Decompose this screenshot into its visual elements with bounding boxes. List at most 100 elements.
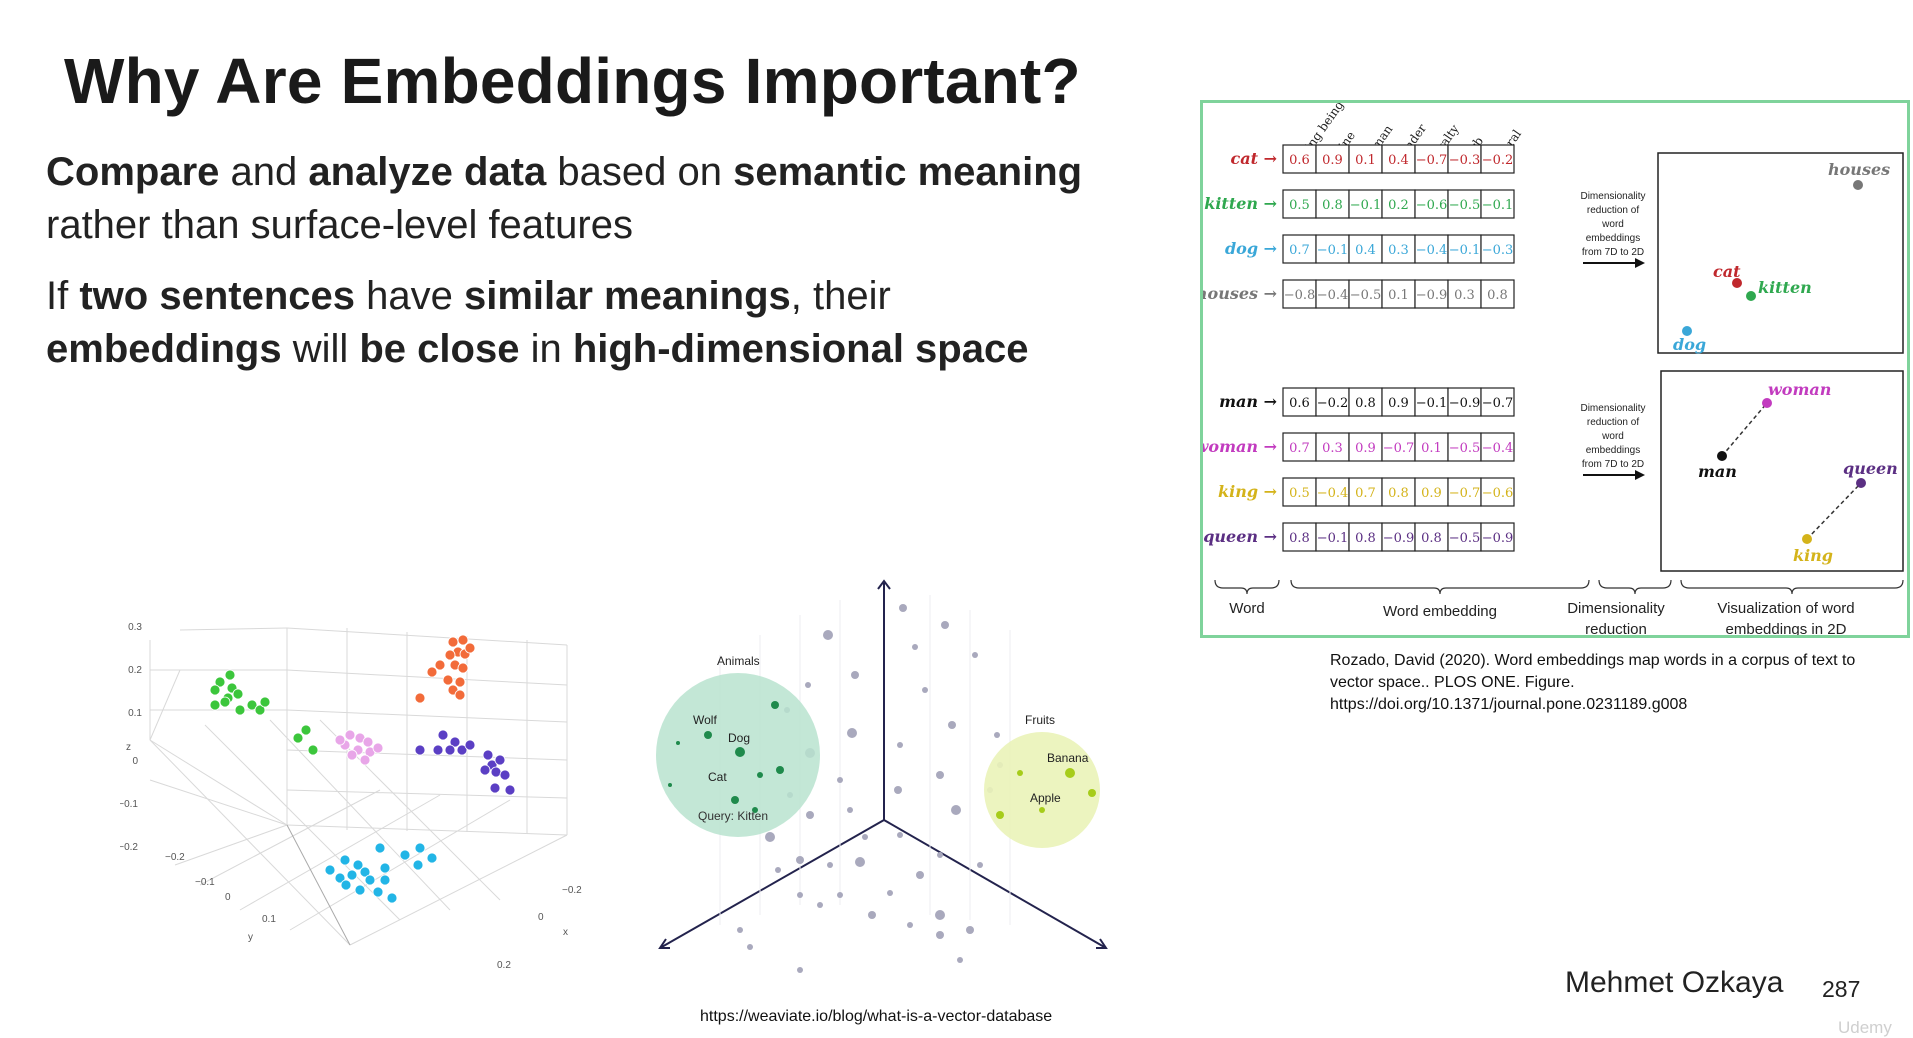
- x-tick: −0.2: [562, 885, 582, 896]
- embedding-value: 0.1: [1421, 441, 1442, 456]
- embedding-value: 0.3: [1454, 288, 1475, 303]
- viz-point-label: houses: [1828, 160, 1890, 179]
- embedding-cell: [1414, 234, 1449, 264]
- vector-point: [994, 732, 1000, 738]
- grid-line: [149, 739, 288, 826]
- grid-line: [149, 779, 288, 826]
- axis-right-arrow: [1096, 938, 1108, 949]
- embedding-cell: [1480, 477, 1515, 507]
- text: , their: [790, 274, 891, 318]
- embedding-cell: [1381, 432, 1416, 462]
- z-tick: 0.3: [128, 622, 142, 633]
- vector-point: [957, 957, 963, 963]
- embedding-value: 0.5: [1289, 198, 1310, 213]
- bottom-label-embedding: Word embedding: [1383, 603, 1497, 620]
- embedding-value: −0.7: [1482, 396, 1514, 411]
- scatter-point: [386, 892, 398, 904]
- scatter-point: [214, 676, 226, 688]
- embedding-value: 0.4: [1388, 153, 1409, 168]
- scatter-point: [209, 699, 221, 711]
- viz-point-label: woman: [1768, 380, 1831, 399]
- viz-point: [1802, 534, 1812, 544]
- embedding-cell: [1414, 432, 1449, 462]
- embedding-cell: [1282, 279, 1317, 309]
- scatter-point: [354, 884, 366, 896]
- embedding-cell: [1447, 189, 1482, 219]
- x-tick: 0: [538, 912, 544, 923]
- scatter-point: [209, 684, 221, 696]
- embedding-value: −0.1: [1482, 198, 1514, 213]
- viz-point: [1746, 291, 1756, 301]
- vector-point: [936, 771, 944, 779]
- embedding-value: 0.8: [1355, 396, 1376, 411]
- reduction-arrowhead: [1635, 470, 1645, 480]
- axis-left: [659, 819, 885, 949]
- embedding-cell: [1282, 387, 1317, 417]
- embedding-cell: [1315, 234, 1350, 264]
- grid-line: [286, 749, 568, 761]
- viz-point-label: kitten: [1758, 278, 1812, 297]
- embedding-cell: [1414, 144, 1449, 174]
- embedding-cell: [1315, 522, 1350, 552]
- scatter-point: [447, 636, 459, 648]
- text-bold: be close: [359, 327, 520, 371]
- reduction-label: word: [1601, 431, 1624, 442]
- scatter-point: [324, 864, 336, 876]
- text-bold: analyze data: [308, 150, 547, 194]
- scatter-point: [374, 842, 386, 854]
- reduction-label: embeddings: [1586, 233, 1640, 244]
- slide-title: Why Are Embeddings Important?: [64, 45, 1081, 117]
- embedding-value: −0.5: [1449, 441, 1481, 456]
- scatter-point: [454, 676, 466, 688]
- embedding-cell: [1348, 144, 1383, 174]
- embedding-value: 0.8: [1289, 531, 1310, 546]
- reduction-label: from 7D to 2D: [1582, 459, 1644, 470]
- bottom-label-visualization: embeddings in 2D: [1726, 621, 1847, 635]
- text-bold: Compare: [46, 150, 220, 194]
- embedding-cell: [1381, 189, 1416, 219]
- word-label: man →: [1219, 392, 1277, 411]
- viz-point: [1853, 180, 1863, 190]
- embedding-value: −0.9: [1383, 531, 1415, 546]
- vector-point: [894, 786, 902, 794]
- y-tick: −0.2: [165, 852, 185, 863]
- scatter-point: [259, 696, 271, 708]
- item-apple: Apple: [1030, 791, 1061, 805]
- embedding-value: −0.7: [1449, 486, 1481, 501]
- scatter-point: [399, 849, 411, 861]
- scatter-point: [362, 736, 374, 748]
- brace: [1214, 579, 1280, 595]
- embedding-cell: [1348, 522, 1383, 552]
- text: have: [355, 274, 464, 318]
- reduction-label: from 7D to 2D: [1582, 247, 1644, 258]
- item-wolf: Wolf: [693, 713, 717, 727]
- embedding-value: −0.9: [1416, 288, 1448, 303]
- bottom-label-reduction: reduction: [1585, 621, 1647, 635]
- viz-point: [1682, 326, 1692, 336]
- embedding-cell: [1480, 234, 1515, 264]
- embedding-value: 0.1: [1355, 153, 1376, 168]
- embedding-value: 0.7: [1355, 486, 1376, 501]
- scatter-point: [444, 649, 456, 661]
- embedding-value: 0.4: [1355, 243, 1376, 258]
- brace: [1598, 579, 1672, 595]
- scatter-point: [359, 866, 371, 878]
- scatter-point: [437, 729, 449, 741]
- author-name: Mehmet Ozkaya: [1565, 966, 1784, 999]
- vector-point: [951, 805, 961, 815]
- embedding-value: 0.9: [1388, 396, 1409, 411]
- scatter-point: [457, 662, 469, 674]
- text-bold: similar meanings: [463, 274, 791, 318]
- grid-line: [289, 799, 511, 931]
- vector-point: [972, 652, 978, 658]
- vector-point: [862, 834, 868, 840]
- axis-right: [883, 819, 1107, 949]
- reduction-label: embeddings: [1586, 445, 1640, 456]
- vector-point: [837, 777, 843, 783]
- item-banana: Banana: [1047, 751, 1089, 765]
- grid-line: [349, 834, 568, 946]
- axis-line: [286, 824, 351, 946]
- bottom-label-visualization: Visualization of word: [1717, 600, 1854, 617]
- embedding-cell: [1414, 189, 1449, 219]
- vector-point: [937, 852, 943, 858]
